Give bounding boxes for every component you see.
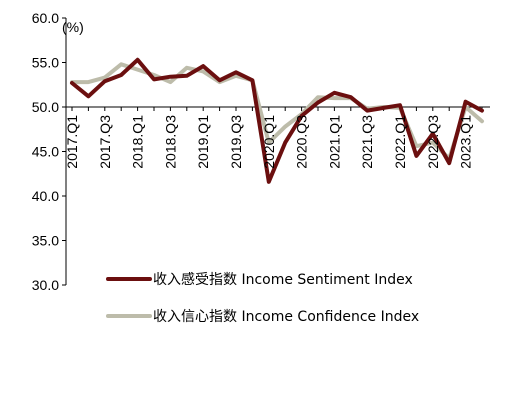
legend-label: 收入信心指数 Income Confidence Index	[153, 309, 419, 325]
series-layer	[70, 57, 484, 184]
series-line-income-confidence	[70, 62, 484, 161]
x-tick-label: 2019.Q1	[195, 115, 211, 169]
legend-label: 收入感受指数 Income Sentiment Index	[153, 271, 413, 288]
legend: 收入感受指数 Income Sentiment Index 收入信心指数 Inco…	[106, 271, 419, 325]
x-tick-label: 2021.Q3	[359, 115, 375, 169]
x-tick-label: 2022.Q1	[392, 115, 408, 169]
x-axis	[66, 106, 490, 111]
y-tick-label: 30.0	[32, 277, 59, 293]
series-line-income-sentiment	[70, 57, 484, 184]
x-tick-label: 2017.Q3	[97, 115, 113, 169]
x-tick-label: 2020.Q3	[294, 115, 310, 169]
x-tick-label: 2018.Q3	[162, 115, 178, 169]
y-tick-label: 50.0	[32, 99, 59, 115]
x-tick-label: 2020.Q1	[261, 115, 277, 169]
x-tick-label: 2018.Q1	[130, 115, 146, 169]
y-tick-label: 55.0	[32, 55, 59, 71]
x-tick-label: 2019.Q3	[228, 115, 244, 169]
y-tick-label: 60.0	[32, 10, 59, 26]
y-tick-label: 35.0	[32, 233, 59, 249]
x-tick-label: 2021.Q1	[326, 115, 342, 169]
y-axis-unit: (%)	[62, 19, 84, 35]
x-tick-label: 2023.Q1	[458, 115, 474, 169]
y-tick-label: 45.0	[32, 144, 59, 160]
x-tick-label: 2022.Q3	[425, 115, 441, 169]
y-axis: 60.0 55.0 50.0 45.0 40.0 35.0 30.0	[32, 10, 67, 293]
y-tick-label: 40.0	[32, 188, 59, 204]
x-tick-label: 2017.Q1	[64, 115, 80, 169]
